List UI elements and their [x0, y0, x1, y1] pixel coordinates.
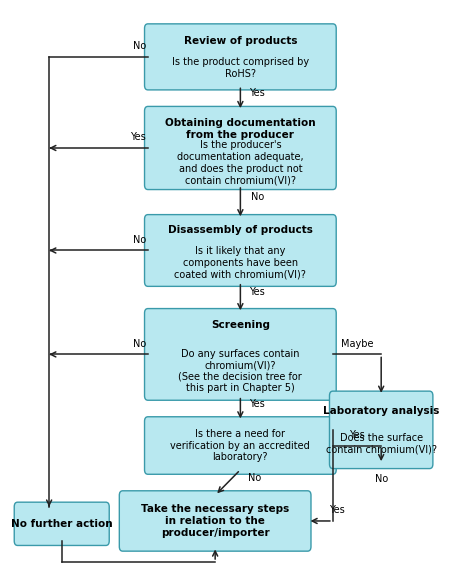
Text: Maybe: Maybe	[341, 339, 373, 348]
FancyBboxPatch shape	[330, 391, 433, 469]
Text: Is the producer's
documentation adequate,
and does the product not
contain chrom: Is the producer's documentation adequate…	[177, 140, 304, 185]
Text: Laboratory analysis: Laboratory analysis	[323, 407, 439, 416]
Text: Obtaining documentation
from the producer: Obtaining documentation from the produce…	[165, 118, 316, 140]
FancyBboxPatch shape	[144, 24, 336, 90]
Text: Yes: Yes	[349, 430, 365, 440]
Text: No: No	[133, 41, 146, 51]
Text: No: No	[375, 474, 388, 484]
Text: Screening: Screening	[211, 320, 270, 330]
Text: Yes: Yes	[249, 288, 265, 297]
Text: No: No	[133, 235, 146, 245]
FancyBboxPatch shape	[120, 491, 311, 551]
Text: No: No	[249, 473, 262, 482]
Text: No: No	[133, 339, 146, 348]
Text: Yes: Yes	[249, 88, 265, 98]
Text: Yes: Yes	[329, 505, 345, 515]
FancyBboxPatch shape	[14, 502, 109, 546]
Text: Is there a need for
verification by an accredited
laboratory?: Is there a need for verification by an a…	[170, 429, 310, 462]
FancyBboxPatch shape	[144, 106, 336, 190]
Text: Does the surface
contain chromium(VI)?: Does the surface contain chromium(VI)?	[326, 433, 437, 454]
Text: Review of products: Review of products	[184, 36, 297, 47]
Text: Is the product comprised by
RoHS?: Is the product comprised by RoHS?	[172, 58, 309, 79]
FancyBboxPatch shape	[144, 309, 336, 400]
Text: Yes: Yes	[130, 132, 146, 142]
FancyBboxPatch shape	[144, 417, 336, 474]
Text: Take the necessary steps
in relation to the
producer/importer: Take the necessary steps in relation to …	[141, 504, 289, 538]
Text: Is it likely that any
components have been
coated with chromium(VI)?: Is it likely that any components have be…	[175, 247, 306, 279]
Text: Do any surfaces contain
chromium(VI)?
(See the decision tree for
this part in Ch: Do any surfaces contain chromium(VI)? (S…	[179, 348, 302, 393]
Text: Yes: Yes	[249, 398, 265, 408]
Text: Disassembly of products: Disassembly of products	[168, 225, 313, 235]
FancyBboxPatch shape	[144, 214, 336, 286]
Text: No further action: No further action	[11, 519, 113, 529]
Text: No: No	[251, 192, 264, 202]
